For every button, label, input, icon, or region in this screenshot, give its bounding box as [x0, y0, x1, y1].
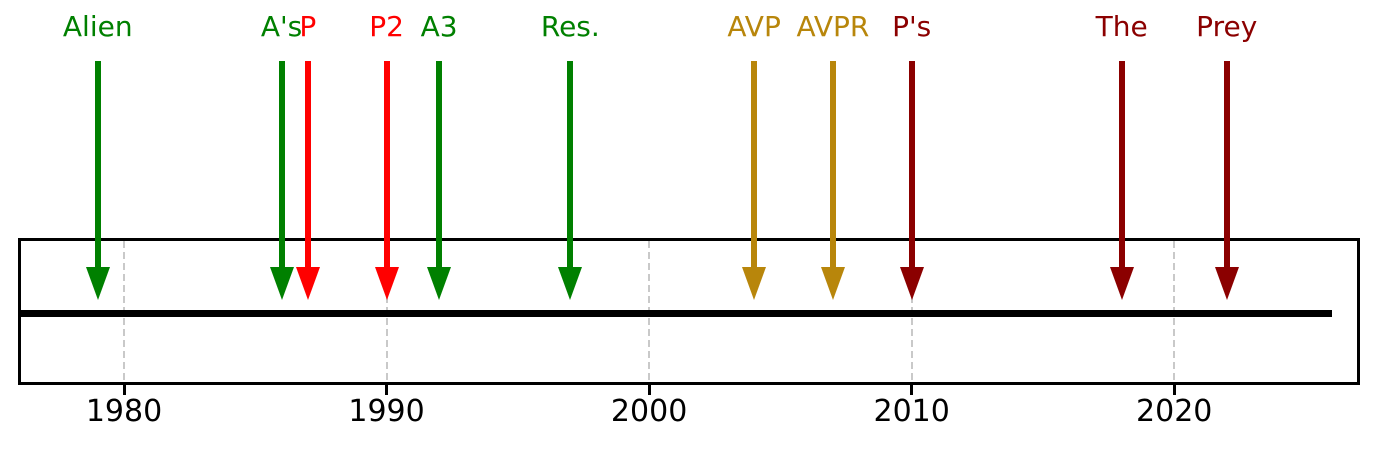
- event-arrow-head-icon: [427, 267, 452, 300]
- event-arrow-shaft: [567, 61, 574, 270]
- event-arrow-shaft: [278, 61, 285, 270]
- x-tick: [385, 385, 389, 395]
- event-arrow-shaft: [383, 61, 390, 270]
- event-arrow-head-icon: [558, 267, 583, 300]
- event-label: P2: [369, 10, 404, 43]
- x-tick-label: 2010: [873, 394, 950, 429]
- event-arrow-shaft: [304, 61, 311, 270]
- event-label: Alien: [62, 10, 133, 43]
- event-arrow-head-icon: [820, 267, 845, 300]
- event-arrow-head-icon: [1109, 267, 1134, 300]
- event-arrow-head-icon: [1214, 267, 1239, 300]
- event-label: A3: [420, 10, 458, 43]
- event-label: A's: [260, 10, 303, 43]
- event-label: Res.: [540, 10, 600, 43]
- event-arrow-head-icon: [269, 267, 294, 300]
- event-arrow-head-icon: [899, 267, 924, 300]
- event-label: AVP: [727, 10, 781, 43]
- x-tick-label: 2000: [610, 394, 688, 429]
- x-tick-label: 1990: [348, 394, 425, 429]
- event-arrow-head-icon: [742, 267, 767, 300]
- timeline-baseline: [19, 310, 1332, 317]
- event-arrow-shaft: [94, 61, 101, 270]
- event-label: P's: [892, 10, 932, 43]
- x-tick: [1172, 385, 1176, 395]
- event-label: The: [1095, 10, 1148, 43]
- event-label: Prey: [1196, 10, 1258, 43]
- event-label: AVPR: [796, 10, 870, 43]
- event-arrow-head-icon: [295, 267, 320, 300]
- x-tick-label: 1980: [85, 394, 163, 429]
- event-arrow-shaft: [751, 61, 758, 270]
- event-label: P: [299, 10, 317, 43]
- event-arrow-shaft: [908, 61, 915, 270]
- event-arrow-shaft: [1223, 61, 1230, 270]
- event-arrow-head-icon: [374, 267, 399, 300]
- event-arrow-shaft: [436, 61, 443, 270]
- event-arrow-shaft: [829, 61, 836, 270]
- x-tick: [122, 385, 126, 395]
- event-arrow-shaft: [1118, 61, 1125, 270]
- x-tick: [647, 385, 651, 395]
- x-tick-label: 2020: [1136, 394, 1213, 429]
- event-arrow-head-icon: [85, 267, 110, 300]
- x-tick: [910, 385, 914, 395]
